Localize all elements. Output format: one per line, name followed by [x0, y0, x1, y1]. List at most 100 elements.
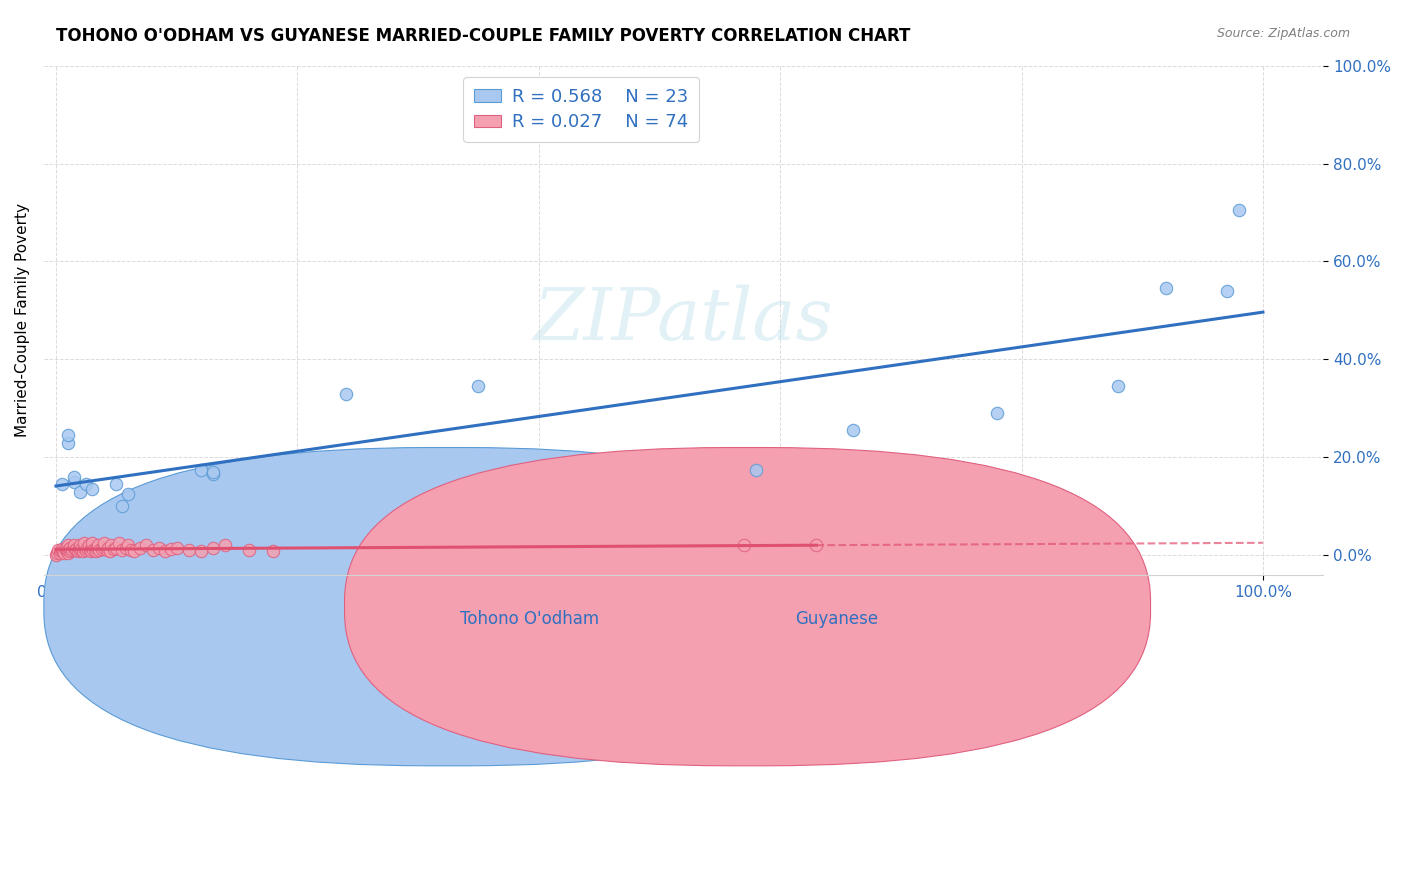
Point	[841, 423, 863, 437]
Point	[124, 544, 146, 558]
Point	[177, 543, 200, 558]
Point	[1215, 284, 1237, 298]
Point	[65, 542, 87, 557]
Text: Tohono O'odham: Tohono O'odham	[461, 610, 599, 629]
Point	[45, 548, 67, 562]
Point	[69, 538, 91, 552]
Point	[55, 541, 77, 555]
Point	[63, 538, 86, 552]
Point	[93, 536, 115, 550]
Point	[56, 544, 79, 558]
Point	[56, 538, 79, 552]
Point	[262, 544, 284, 558]
Point	[70, 542, 93, 557]
Point	[48, 543, 70, 558]
Point	[115, 541, 138, 555]
Text: TOHONO O'ODHAM VS GUYANESE MARRIED-COUPLE FAMILY POVERTY CORRELATION CHART: TOHONO O'ODHAM VS GUYANESE MARRIED-COUPL…	[56, 27, 911, 45]
Point	[51, 543, 73, 558]
Point	[159, 542, 181, 557]
Point	[129, 541, 152, 555]
Point	[63, 541, 86, 555]
Point	[69, 543, 91, 558]
Point	[89, 543, 111, 558]
Y-axis label: Married-Couple Family Poverty: Married-Couple Family Poverty	[15, 203, 30, 437]
Point	[76, 541, 98, 555]
Point	[60, 543, 83, 558]
Point	[59, 544, 82, 558]
Point	[82, 482, 104, 496]
Point	[46, 546, 69, 560]
Point	[69, 484, 91, 499]
Point	[75, 543, 97, 558]
FancyBboxPatch shape	[44, 448, 849, 766]
Point	[67, 541, 90, 555]
Point	[190, 462, 212, 476]
Point	[986, 406, 1008, 420]
Point	[238, 543, 260, 558]
Point	[135, 538, 157, 552]
Point	[55, 543, 77, 558]
Point	[111, 500, 134, 514]
Point	[96, 543, 118, 558]
Point	[97, 541, 120, 555]
Point	[82, 541, 104, 555]
Point	[733, 538, 755, 552]
Point	[56, 543, 79, 558]
Point	[90, 542, 112, 557]
Point	[120, 543, 142, 558]
Point	[467, 379, 489, 393]
Point	[79, 543, 101, 558]
Point	[148, 541, 170, 555]
Point	[1156, 281, 1178, 295]
Point	[65, 543, 87, 558]
Point	[117, 487, 139, 501]
Point	[1107, 379, 1129, 393]
Point	[86, 541, 108, 555]
Point	[51, 542, 73, 557]
Point	[84, 544, 107, 558]
Text: Guyanese: Guyanese	[796, 610, 879, 629]
Point	[103, 542, 125, 557]
Point	[93, 541, 115, 555]
Point	[100, 538, 122, 552]
Point	[72, 544, 94, 558]
Point	[201, 467, 224, 482]
Point	[49, 544, 72, 558]
Point	[335, 386, 357, 401]
Point	[166, 541, 188, 555]
Point	[117, 538, 139, 552]
Point	[105, 477, 128, 491]
Point	[214, 538, 236, 552]
Point	[105, 541, 128, 555]
Text: ZIPatlas: ZIPatlas	[534, 285, 834, 356]
Point	[190, 544, 212, 558]
Point	[98, 544, 121, 558]
Point	[80, 544, 103, 558]
Text: Source: ZipAtlas.com: Source: ZipAtlas.com	[1216, 27, 1350, 40]
Point	[56, 428, 79, 442]
Point	[201, 541, 224, 555]
Point	[56, 435, 79, 450]
Point	[73, 541, 96, 555]
FancyBboxPatch shape	[344, 448, 1150, 766]
Point	[58, 542, 80, 557]
Point	[83, 542, 105, 557]
Point	[63, 475, 86, 489]
Point	[48, 546, 70, 560]
Point	[77, 538, 100, 552]
Point	[153, 544, 176, 558]
Point	[107, 536, 129, 550]
Point	[141, 543, 163, 558]
Point	[82, 536, 104, 550]
Point	[201, 465, 224, 479]
Point	[52, 544, 75, 558]
Legend: R = 0.568    N = 23, R = 0.027    N = 74: R = 0.568 N = 23, R = 0.027 N = 74	[464, 78, 699, 142]
Point	[111, 543, 134, 558]
Point	[87, 538, 110, 552]
Point	[53, 546, 76, 560]
Point	[66, 544, 89, 558]
Point	[806, 538, 828, 552]
Point	[73, 536, 96, 550]
Point	[59, 541, 82, 555]
Point	[56, 546, 79, 560]
